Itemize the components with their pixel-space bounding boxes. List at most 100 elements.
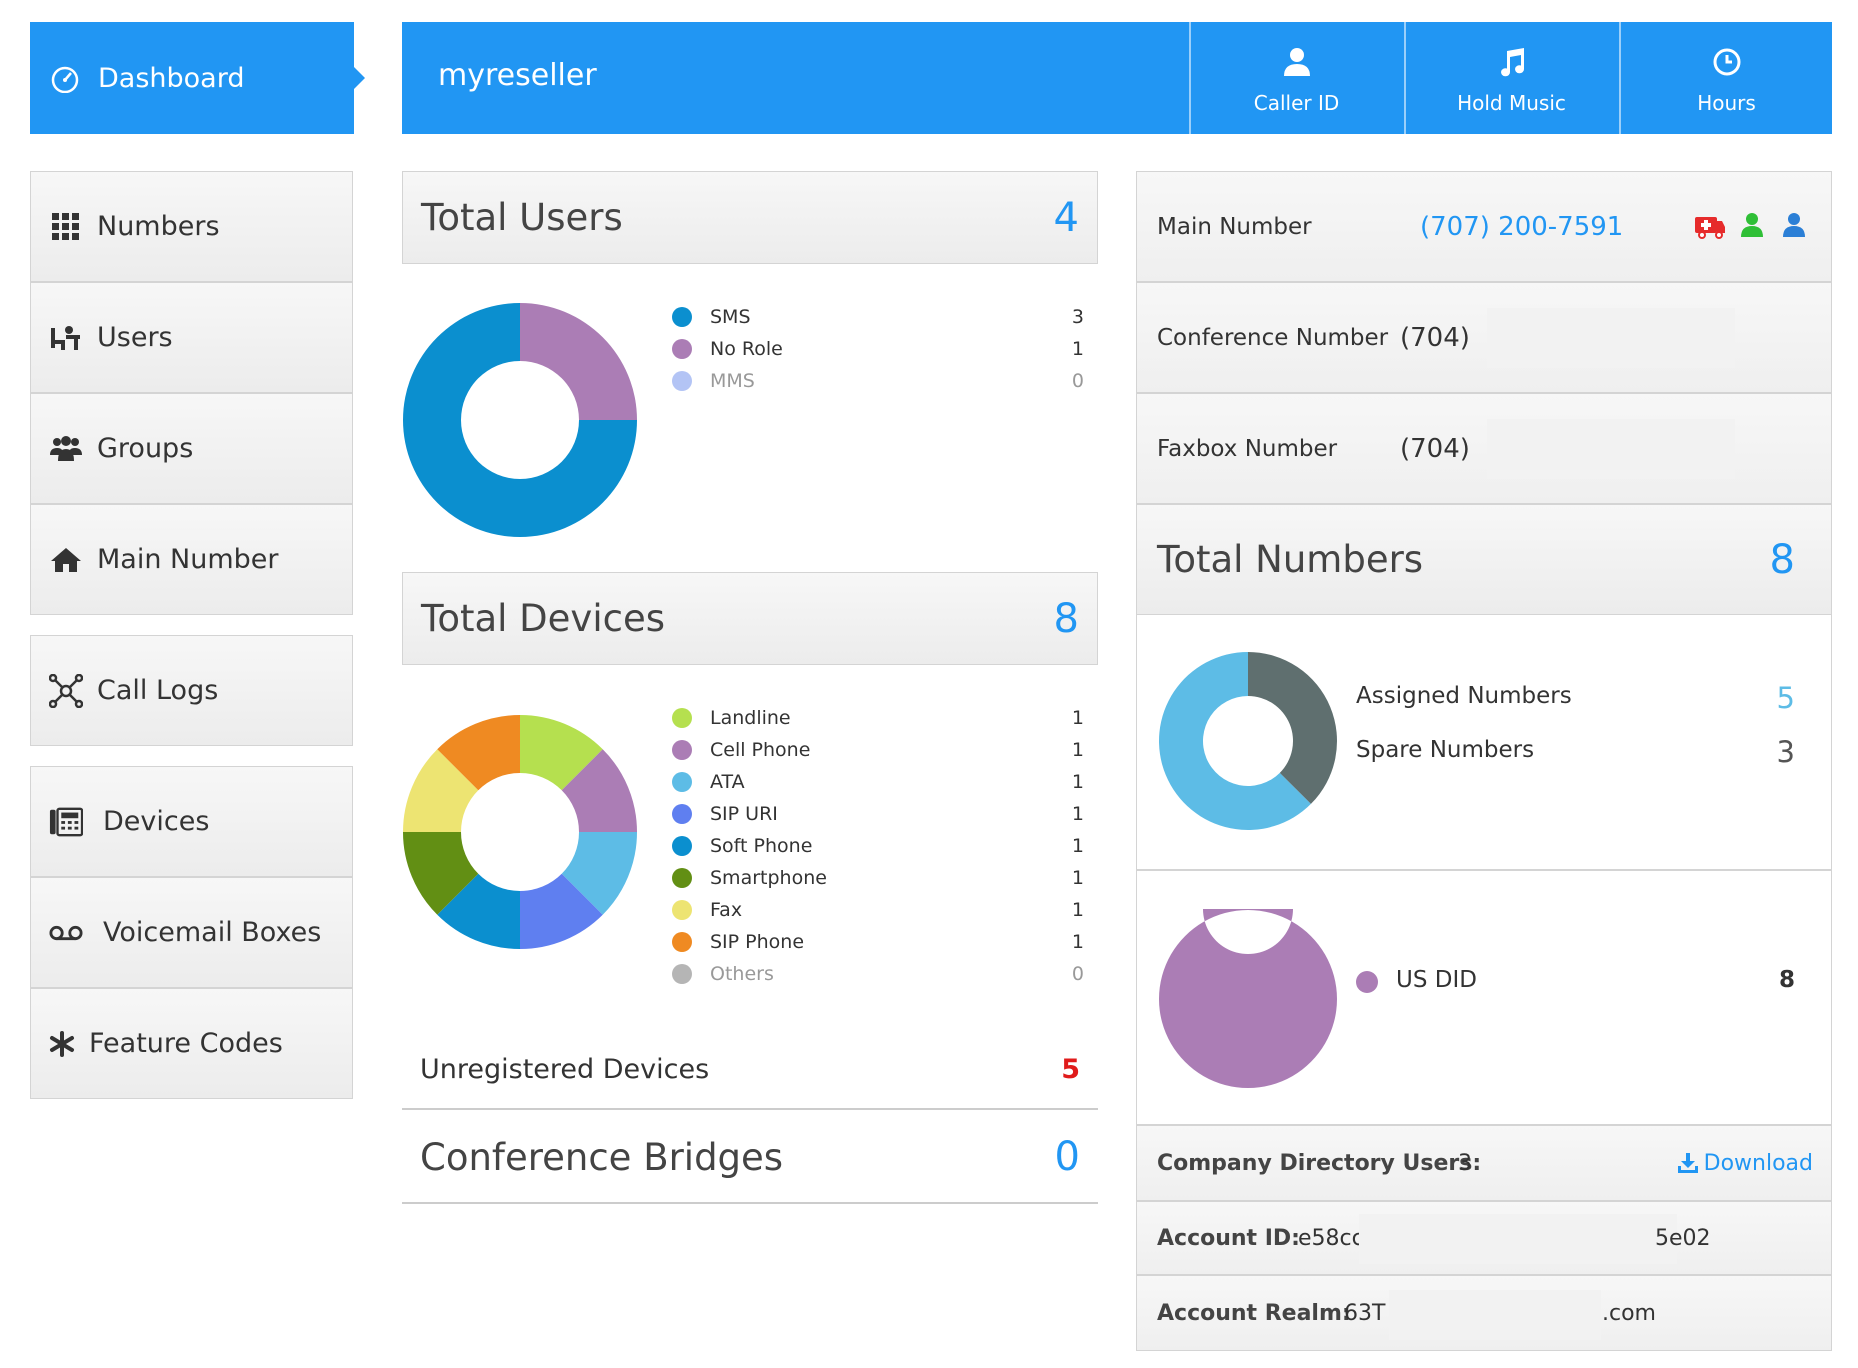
account-realm-start: 63T	[1344, 1300, 1386, 1326]
caller-id-button[interactable]: Caller ID	[1189, 22, 1402, 134]
donut-slice-assigned	[1159, 652, 1311, 830]
conference-bridges-row[interactable]: Conference Bridges 0	[402, 1112, 1098, 1204]
user-icon	[1283, 41, 1311, 83]
sidebar-item-users[interactable]: Users	[30, 282, 353, 393]
home-icon	[49, 546, 83, 574]
total-devices-header: Total Devices 8	[402, 572, 1098, 665]
user-green-icon[interactable]	[1740, 212, 1764, 242]
assigned-numbers-donut-chart	[1159, 652, 1337, 830]
account-id-end: 5e02	[1655, 1225, 1711, 1251]
donut-slice-smartphone	[403, 832, 479, 915]
legend-item: Smartphone 1	[672, 862, 1084, 894]
legend-item: Soft Phone 1	[672, 830, 1084, 862]
caller-id-label: Caller ID	[1253, 91, 1340, 115]
legend-dot	[672, 804, 692, 824]
us-did-donut-chart	[1158, 909, 1337, 1088]
legend-dot	[672, 868, 692, 888]
legend-item: Cell Phone 1	[672, 734, 1084, 766]
account-id-row: Account ID: e58cc 5e02	[1136, 1201, 1832, 1275]
company-directory-row: Company Directory Users: 3 Download	[1136, 1125, 1832, 1201]
redacted-area	[1487, 419, 1735, 479]
assigned-numbers-label: Assigned Numbers	[1356, 683, 1572, 709]
download-link[interactable]: Download	[1677, 1151, 1813, 1176]
users-desk-icon	[49, 324, 83, 352]
total-numbers-header: Total Numbers 8	[1136, 504, 1832, 615]
sidebar-item-devices[interactable]: Devices	[30, 766, 353, 877]
legend-item: Fax 1	[672, 894, 1084, 926]
users-legend: SMS 3 No Role 1 MMS 0	[672, 301, 1084, 397]
conference-bridges-count: 0	[1054, 1134, 1080, 1180]
donut-slice-spare	[1248, 652, 1337, 804]
conference-number-row[interactable]: Conference Number (704)	[1136, 282, 1832, 393]
header-bar: myreseller	[402, 22, 1832, 134]
asterisk-icon	[49, 1030, 75, 1057]
unregistered-devices-count: 5	[1061, 1053, 1080, 1085]
ambulance-icon[interactable]	[1694, 212, 1726, 244]
us-did-count: 8	[1778, 967, 1795, 993]
hold-music-button[interactable]: Hold Music	[1404, 22, 1617, 134]
speedometer-icon	[48, 63, 82, 93]
sidebar-item-main-number[interactable]: Main Number	[30, 504, 353, 615]
sidebar-item-label: Numbers	[97, 211, 220, 242]
sidebar-item-groups[interactable]: Groups	[30, 393, 353, 504]
legend-dot	[672, 708, 692, 728]
faxbox-number-row[interactable]: Faxbox Number (704)	[1136, 393, 1832, 504]
legend-item: No Role 1	[672, 333, 1084, 365]
faxbox-number-value: (704)	[1400, 433, 1470, 464]
donut-slice-soft-phone	[437, 873, 520, 949]
voicemail-icon	[49, 923, 83, 943]
legend-item: Others 0	[672, 958, 1084, 990]
conference-number-value: (704)	[1400, 322, 1470, 353]
hold-music-label: Hold Music	[1457, 91, 1566, 115]
donut-slice-ata	[561, 832, 637, 915]
donut-slice-us-did	[1158, 909, 1337, 1088]
sidebar-item-label: Users	[97, 322, 173, 353]
user-blue-icon[interactable]	[1782, 212, 1806, 242]
legend-dot	[672, 932, 692, 952]
us-did-dot	[1356, 971, 1378, 993]
donut-slice-sip-phone	[437, 715, 520, 791]
legend-dot	[672, 772, 692, 792]
unregistered-devices-label: Unregistered Devices	[420, 1053, 710, 1085]
sidebar-item-label: Call Logs	[97, 675, 219, 706]
account-realm-end: .com	[1602, 1300, 1656, 1326]
total-users-header: Total Users 4	[402, 171, 1098, 264]
phone-device-icon	[49, 807, 83, 837]
numbers-chart-panel: Assigned Numbers 5 Spare Numbers 3	[1136, 615, 1832, 870]
total-numbers-count: 8	[1769, 536, 1795, 583]
sidebar-item-label: Devices	[103, 806, 210, 837]
sidebar-item-numbers[interactable]: Numbers	[30, 171, 353, 282]
conference-bridges-title: Conference Bridges	[420, 1135, 784, 1179]
dashboard-pointer	[353, 66, 365, 90]
company-directory-label: Company Directory Users:	[1157, 1150, 1482, 1176]
donut-slice-fax	[403, 749, 479, 832]
donut-slice-sip-uri	[520, 873, 603, 949]
account-realm-row: Account Realm: 63T .com	[1136, 1275, 1832, 1351]
conference-number-label: Conference Number	[1157, 324, 1389, 351]
sidebar-item-feature-codes[interactable]: Feature Codes	[30, 988, 353, 1099]
assigned-numbers-count: 5	[1776, 681, 1795, 715]
download-icon	[1677, 1152, 1699, 1174]
unregistered-devices-row[interactable]: Unregistered Devices 5	[402, 1030, 1098, 1110]
donut-slice-landline	[520, 715, 603, 791]
account-id-start: e58cc	[1298, 1225, 1364, 1251]
legend-dot	[672, 900, 692, 920]
legend-item: Landline 1	[672, 702, 1084, 734]
devices-donut-chart	[403, 715, 637, 949]
hours-button[interactable]: Hours	[1619, 22, 1832, 134]
sidebar-item-voicemail-boxes[interactable]: Voicemail Boxes	[30, 877, 353, 988]
sidebar-item-call-logs[interactable]: Call Logs	[30, 635, 353, 746]
account-name: myreseller	[438, 58, 597, 93]
main-number-row[interactable]: Main Number (707) 200-7591	[1136, 171, 1832, 282]
dashboard-label: Dashboard	[98, 62, 245, 94]
legend-dot	[672, 836, 692, 856]
dashboard-button[interactable]: Dashboard	[30, 22, 354, 134]
donut-slice-sms	[403, 303, 637, 537]
main-number-value[interactable]: (707) 200-7591	[1420, 211, 1624, 242]
main-number-label: Main Number	[1157, 213, 1312, 240]
download-label: Download	[1703, 1150, 1813, 1176]
spare-numbers-count: 3	[1776, 735, 1795, 769]
redacted-area	[1389, 1290, 1601, 1340]
total-users-count: 4	[1053, 194, 1079, 241]
legend-dot	[672, 339, 692, 359]
